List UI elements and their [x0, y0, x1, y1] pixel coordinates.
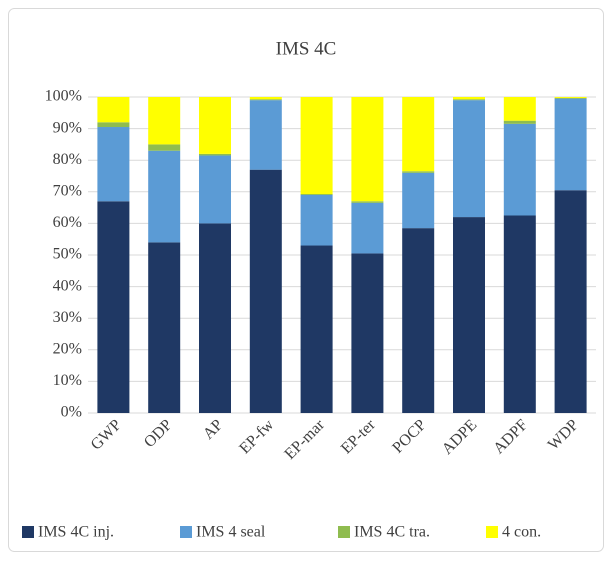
- bar-segment: [249, 169, 282, 413]
- bar-segment: [554, 98, 587, 191]
- bar-segment: [554, 97, 587, 99]
- y-tick-label: 0%: [61, 404, 82, 421]
- bar-segment: [402, 97, 435, 172]
- bar-segment: [199, 97, 231, 154]
- legend-swatch: [180, 526, 192, 538]
- bar-segment: [199, 223, 231, 413]
- bar-segment: [402, 171, 435, 173]
- bar-segment: [199, 155, 231, 224]
- y-tick-label: 30%: [53, 309, 82, 326]
- bar-segment: [453, 97, 485, 100]
- bar-segment: [453, 100, 485, 218]
- bar-segment: [402, 172, 435, 229]
- y-tick-label: 100%: [45, 88, 82, 105]
- bar-segment: [148, 144, 181, 151]
- bar-segment: [148, 150, 181, 243]
- legend-swatch: [338, 526, 350, 538]
- bar-segment: [249, 100, 282, 170]
- bar-segment: [351, 97, 384, 202]
- y-tick-label: 40%: [53, 277, 82, 294]
- y-tick-label: 20%: [53, 340, 82, 357]
- bar-segment: [97, 97, 130, 123]
- bar-segment: [351, 253, 384, 413]
- bar-segment: [503, 123, 536, 216]
- y-tick-label: 80%: [53, 151, 82, 168]
- legend-swatch: [486, 526, 498, 538]
- bar-segment: [453, 217, 485, 413]
- bar-segment: [97, 201, 130, 413]
- bar-segment: [503, 97, 536, 121]
- bar-segment: [300, 194, 333, 246]
- y-tick-label: 10%: [53, 372, 82, 389]
- bar-segment: [503, 120, 536, 124]
- y-tick-label: 70%: [53, 182, 82, 199]
- bar-segment: [503, 215, 536, 413]
- y-tick-label: 50%: [53, 246, 82, 263]
- y-tick-label: 90%: [53, 119, 82, 136]
- chart-title: IMS 4C: [276, 38, 337, 59]
- bar-segment: [351, 202, 384, 254]
- bar-segment: [402, 228, 435, 413]
- bar-segment: [300, 194, 333, 195]
- bar-segment: [97, 127, 130, 202]
- legend-label: 4 con.: [502, 524, 541, 541]
- bar-segment: [453, 99, 485, 101]
- bar-segment: [351, 201, 384, 203]
- bar-segment: [148, 242, 181, 413]
- y-tick-label: 60%: [53, 214, 82, 231]
- bar-segment: [199, 153, 231, 156]
- bar-segment: [249, 97, 282, 100]
- bar-segment: [554, 190, 587, 413]
- bar-segment: [148, 97, 181, 145]
- bar-segment: [249, 99, 282, 101]
- legend-label: IMS 4C tra.: [354, 524, 430, 541]
- bar-segment: [97, 122, 130, 128]
- bar-segment: [554, 97, 587, 98]
- legend-label: IMS 4C inj.: [38, 524, 114, 541]
- bar-segment: [300, 245, 333, 413]
- legend-swatch: [22, 526, 34, 538]
- legend-label: IMS 4 seal: [196, 524, 266, 541]
- bar-segment: [300, 97, 333, 195]
